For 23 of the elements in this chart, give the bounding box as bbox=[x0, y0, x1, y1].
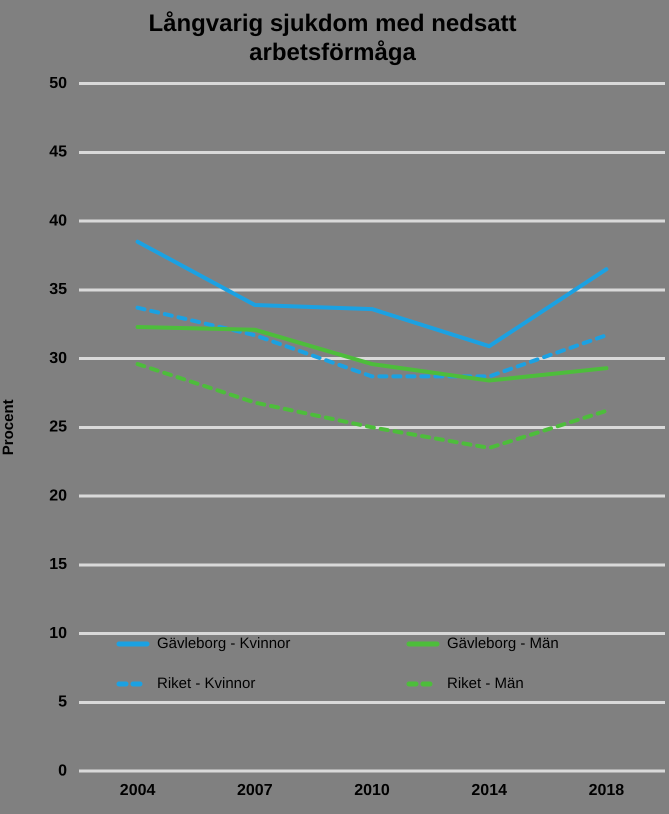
x-tick-label: 2004 bbox=[120, 782, 156, 800]
x-tick-label: 2007 bbox=[237, 782, 273, 800]
y-tick-label: 20 bbox=[49, 487, 68, 504]
legend-label: Riket - Kvinnor bbox=[157, 675, 256, 692]
x-tick-label: 2014 bbox=[471, 782, 508, 800]
legend-label: Gävleborg - Män bbox=[447, 635, 559, 652]
y-tick-label: 45 bbox=[49, 144, 68, 161]
y-tick-label: 30 bbox=[49, 350, 68, 367]
y-tick-label: 50 bbox=[49, 75, 68, 92]
y-axis-title: Procent bbox=[0, 399, 18, 456]
x-tick-label: 2018 bbox=[588, 782, 624, 800]
y-tick-label: 25 bbox=[49, 418, 68, 436]
y-tick-label: 40 bbox=[49, 212, 68, 230]
x-tick-label: 2010 bbox=[354, 782, 390, 800]
chart-title: Långvarig sjukdom med nedsatt arbetsförmåga bbox=[148, 10, 517, 66]
legend-label: Riket - Män bbox=[447, 675, 524, 692]
y-tick-label: 0 bbox=[58, 762, 68, 780]
y-tick-label: 35 bbox=[49, 281, 68, 298]
line-series bbox=[136, 362, 608, 450]
y-tick-label: 10 bbox=[49, 624, 68, 642]
legend-label: Gävleborg - Kvinnor bbox=[157, 635, 290, 652]
y-tick-label: 15 bbox=[49, 556, 68, 574]
y-tick-label: 5 bbox=[58, 694, 68, 711]
